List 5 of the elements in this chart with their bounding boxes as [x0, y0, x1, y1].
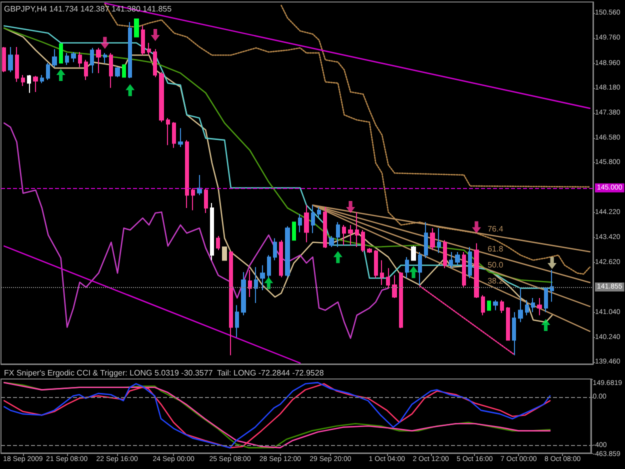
chart-title: FX Sniper's Ergodic CCI & Trigger: LONG 5.0319 -30.3577 Tail: LONG -72.2844 -72.9528 — [4, 368, 324, 378]
series-label: 61.8 — [488, 244, 504, 254]
series-label: 76.4 — [488, 224, 504, 234]
series-label: 50.0 — [488, 260, 504, 270]
series-label: 38.2 — [488, 276, 504, 286]
